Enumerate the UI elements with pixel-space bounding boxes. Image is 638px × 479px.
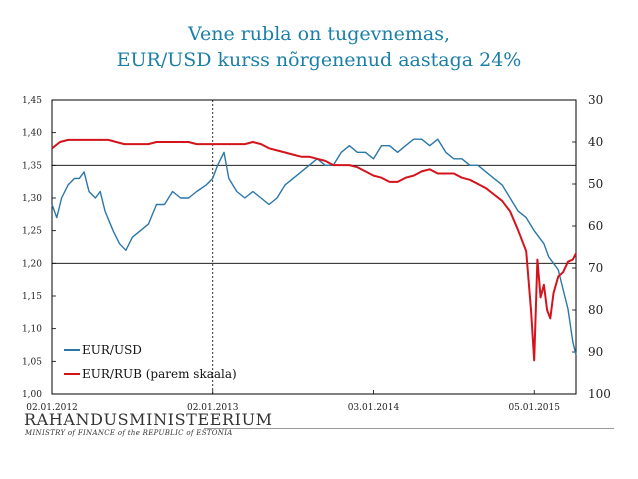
y-right-tick-label: 80 — [588, 303, 603, 317]
y-left-tick-label: 1,30 — [22, 194, 42, 204]
y-left-tick-label: 1,25 — [22, 227, 42, 237]
legend-label-eur-usd: EUR/USD — [82, 343, 142, 357]
y-left-tick-label: 1,40 — [22, 129, 42, 139]
y-right-tick-label: 90 — [588, 345, 603, 359]
series-line-eur-rub — [51, 138, 577, 362]
y-left-tick-label: 1,10 — [22, 325, 42, 335]
y-left-tick-label: 1,20 — [22, 259, 42, 269]
y-right-tick-label: 40 — [588, 135, 603, 149]
page-title-line2: EUR/USD kurss nõrgenenud aastaga 24% — [116, 49, 522, 71]
page-title-line1: Vene rubla on tugevnemas, — [187, 23, 450, 45]
y-left-tick-label: 1,00 — [22, 390, 42, 400]
x-tick-label: 02.01.2013 — [187, 403, 239, 413]
series-line-eur-usd — [51, 138, 577, 355]
plot-frame — [51, 99, 577, 395]
y-right-tick-label: 70 — [588, 261, 603, 275]
legend-label-eur-rub: EUR/RUB (parem skaala) — [82, 367, 237, 381]
y-left-tick-label: 1,15 — [22, 292, 42, 302]
y-right-tick-label: 60 — [588, 219, 603, 233]
y-right-tick-label: 100 — [588, 387, 611, 401]
logo-divider — [204, 428, 614, 429]
x-tick-label: 05.01.2015 — [508, 403, 560, 413]
y-left-tick-label: 1,35 — [22, 161, 42, 171]
y-left-tick-label: 1,45 — [22, 96, 42, 106]
ministry-logo: RAHANDUSMINISTEERIUM — [24, 410, 273, 429]
y-right-tick-label: 30 — [588, 93, 603, 107]
x-tick-label: 02.01.2012 — [26, 403, 78, 413]
x-tick-label: 03.01.2014 — [348, 403, 400, 413]
ministry-logo-subtitle: MINISTRY of FINANCE of the REPUBLIC of E… — [25, 429, 233, 437]
y-left-tick-label: 1,05 — [22, 357, 42, 367]
y-right-tick-label: 50 — [588, 177, 603, 191]
